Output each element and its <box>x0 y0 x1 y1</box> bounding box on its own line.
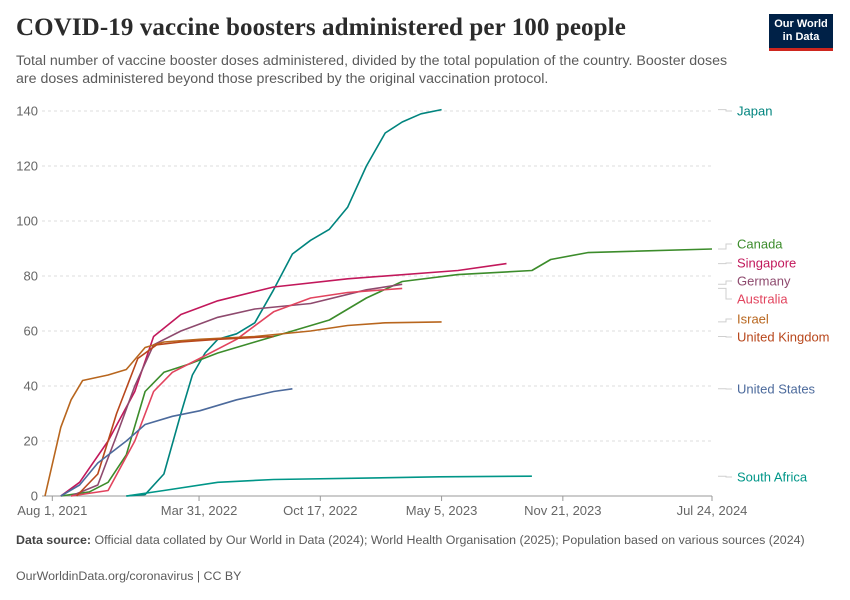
label-connector <box>718 262 732 265</box>
logo-line-1: Our World <box>774 18 828 30</box>
source-text: Official data collated by Our World in D… <box>94 533 805 547</box>
label-connector <box>718 280 732 285</box>
x-tick-label: Nov 21, 2023 <box>524 503 601 518</box>
x-tick-label: Jul 24, 2024 <box>677 503 748 518</box>
grid-lines <box>42 110 712 497</box>
y-tick-labels: 0 20 40 60 80 100 120 140 <box>16 104 38 504</box>
data-source: Data source: Official data collated by O… <box>16 533 806 548</box>
series-line-united-states <box>60 388 293 497</box>
label-connector <box>718 336 732 338</box>
x-tick-label: Mar 31, 2022 <box>161 503 238 518</box>
y-tick-label: 80 <box>24 269 38 284</box>
legend-label: Singapore <box>737 256 796 271</box>
series-line-united-kingdom <box>76 335 274 497</box>
y-tick-label: 120 <box>16 159 38 174</box>
series-line-singapore <box>60 262 507 497</box>
x-tick-label: May 5, 2023 <box>406 503 478 518</box>
y-tick-label: 100 <box>16 214 38 229</box>
legend-label: United States <box>737 382 816 397</box>
legend-label: United Kingdom <box>737 330 830 345</box>
label-connector <box>718 475 732 478</box>
legend-label: Canada <box>737 237 783 252</box>
series-line-germany <box>70 283 403 497</box>
legend-label: Israel <box>737 312 769 327</box>
y-tick-label: 20 <box>24 434 38 449</box>
page-title: COVID-19 vaccine boosters administered p… <box>16 14 626 41</box>
source-label: Data source: <box>16 533 92 547</box>
label-connector <box>718 287 732 300</box>
legend-label: South Africa <box>737 470 808 485</box>
label-connector <box>718 243 732 250</box>
label-connector <box>718 318 732 323</box>
legend-labels: Japan Canada Singapore Germany Australia Isra… <box>718 104 830 485</box>
owid-logo[interactable]: Our World in Data <box>769 14 833 51</box>
label-connector <box>718 109 732 112</box>
series-line-japan <box>126 108 442 497</box>
x-tick-label: Oct 17, 2022 <box>283 503 357 518</box>
chart-subtitle: Total number of vaccine booster doses ad… <box>16 53 728 87</box>
footer-link[interactable]: OurWorldinData.org/coronavirus | CC BY <box>16 569 242 583</box>
x-tick-label: Aug 1, 2021 <box>17 503 87 518</box>
x-tick-labels: Aug 1, 2021 Mar 31, 2022 Oct 17, 2022 May 5… <box>17 496 747 518</box>
y-tick-label: 0 <box>31 489 38 504</box>
series-lines <box>44 108 713 497</box>
series-line-israel <box>44 321 442 497</box>
legend-label: Japan <box>737 104 772 119</box>
series-line-australia <box>70 287 403 497</box>
logo-line-2: in Data <box>782 31 820 43</box>
y-tick-label: 140 <box>16 104 38 119</box>
legend-label: Australia <box>737 292 788 307</box>
y-tick-label: 60 <box>24 324 38 339</box>
series-line-south-africa <box>126 475 532 497</box>
y-tick-label: 40 <box>24 379 38 394</box>
legend-label: Germany <box>737 274 791 289</box>
